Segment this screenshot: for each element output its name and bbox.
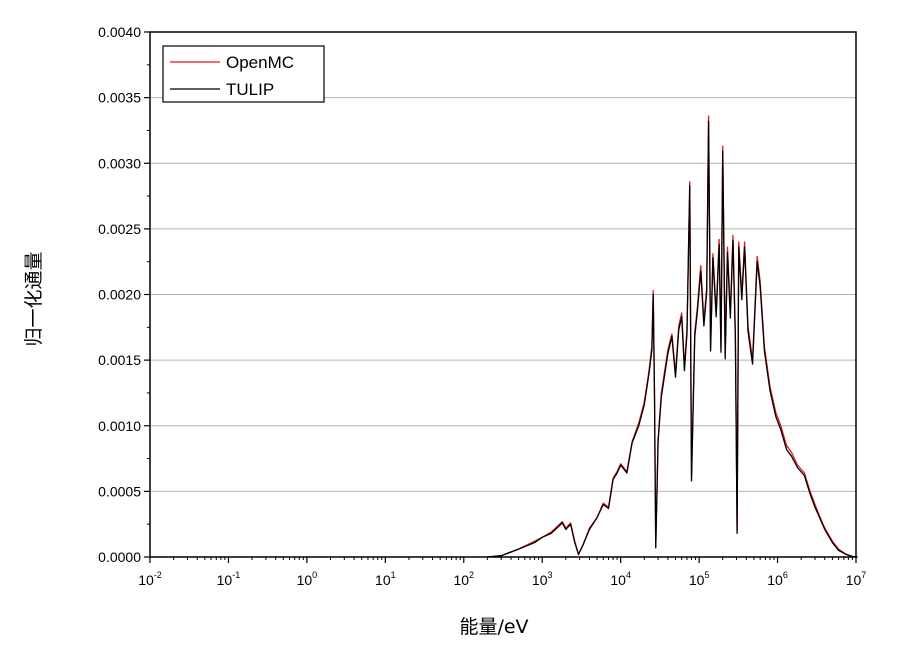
y-tick-label: 0.0010: [98, 418, 141, 434]
x-tick-label: 107: [846, 570, 867, 588]
x-tick-label: 104: [610, 570, 631, 588]
x-tick-label: 106: [767, 570, 788, 588]
legend-box: [162, 45, 325, 103]
y-tick-label: 0.0020: [98, 287, 141, 303]
x-tick-label: 10-2: [138, 570, 162, 588]
y-tick-label: 0.0015: [98, 352, 141, 368]
x-tick-label: 105: [689, 570, 710, 588]
x-tick-label: 101: [375, 570, 396, 588]
y-tick-label: 0.0000: [98, 549, 141, 565]
y-axis-title: 归一化通量: [23, 251, 45, 346]
legend: OpenMC TULIP: [162, 45, 325, 103]
x-tick-label: 100: [297, 570, 318, 588]
y-tick-label: 0.0005: [98, 483, 141, 499]
series-lines: [487, 115, 858, 558]
y-tick-labels: 0.0000 0.0005 0.0010 0.0015 0.0020 0.0025 0.00…: [98, 24, 141, 565]
y-tick-label: 0.0025: [98, 221, 141, 237]
y-tick-label: 0.0030: [98, 155, 141, 171]
x-tick-label: 102: [453, 570, 474, 588]
gridlines: [150, 97, 856, 492]
series-line-tulip: [487, 120, 858, 558]
legend-label-openmc: OpenMC: [226, 53, 294, 72]
y-tick-label: 0.0035: [98, 90, 141, 106]
x-tick-label: 103: [532, 570, 553, 588]
x-axis-title: 能量/eV: [459, 616, 528, 638]
x-tick-label: 10-1: [217, 570, 241, 588]
y-tick-label: 0.0040: [98, 24, 141, 40]
axis-ticks: [144, 31, 857, 563]
legend-label-tulip: TULIP: [226, 80, 274, 99]
x-tick-labels: 10-2 10-1 100 101 102 103 104 105 106 107: [138, 570, 866, 588]
